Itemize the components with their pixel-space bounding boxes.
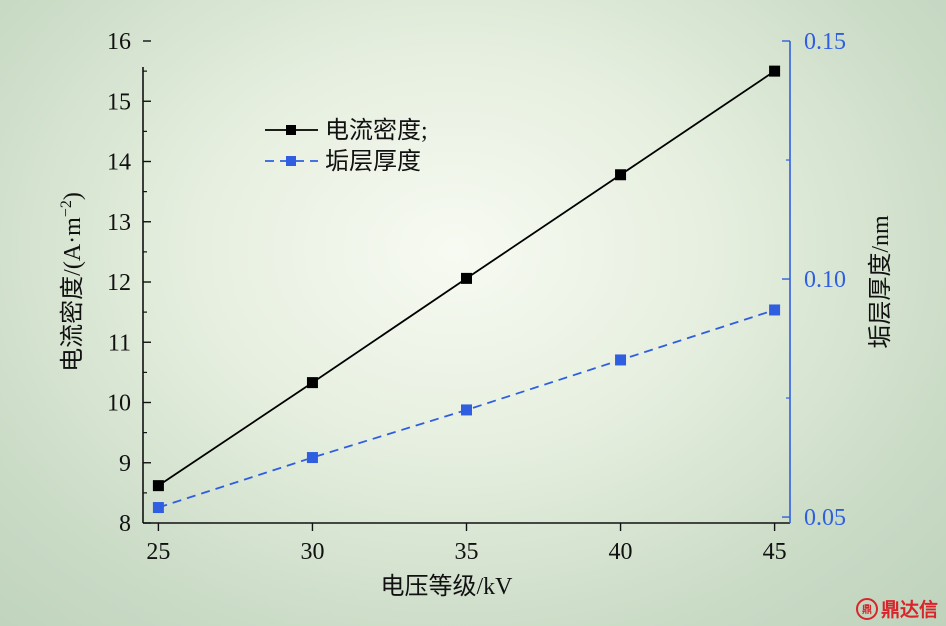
y-tick-label: 11 — [108, 330, 131, 356]
y-tick-label: 10 — [107, 391, 131, 417]
data-point-1 — [306, 452, 318, 464]
x-tick-label: 45 — [763, 539, 787, 565]
x-tick-label: 35 — [455, 539, 479, 565]
data-point-0 — [615, 169, 627, 181]
x-axis-title: 电压等级/kV — [381, 573, 514, 600]
y2-axis-title: 垢层厚度/nm — [867, 215, 894, 349]
legend-label: 垢层厚度 — [325, 148, 421, 175]
data-point-0 — [769, 65, 781, 77]
y-tick-label: 16 — [107, 29, 131, 55]
x-tick-label: 30 — [300, 539, 324, 565]
watermark: 鼎 鼎达信 — [855, 595, 938, 622]
tripod-logo-icon: 鼎 — [855, 597, 878, 620]
watermark-text: 鼎达信 — [880, 599, 938, 621]
y-tick-label: 13 — [107, 210, 131, 236]
y2-tick-label: 0.05 — [804, 505, 846, 531]
x-tick-label: 25 — [146, 539, 170, 565]
y-tick-label: 12 — [107, 270, 131, 296]
data-point-1 — [461, 404, 472, 416]
legend-label: 电流密度; — [325, 117, 428, 144]
legend-swatch-marker — [286, 125, 296, 135]
data-point-0 — [306, 377, 318, 389]
y-tick-label: 15 — [107, 89, 131, 115]
x-tick-label: 40 — [609, 539, 633, 565]
data-point-1 — [769, 304, 781, 316]
y-tick-label: 14 — [107, 150, 131, 176]
legend-swatch-marker — [286, 156, 296, 166]
y-axis-title: 电流密度/(A·m−2) — [58, 192, 86, 372]
y2-tick-label: 0.10 — [804, 267, 846, 293]
data-point-1 — [615, 354, 627, 366]
data-point-0 — [461, 272, 472, 284]
y-tick-label: 8 — [119, 511, 131, 537]
data-point-1 — [152, 502, 164, 514]
y2-tick-label: 0.15 — [804, 29, 846, 55]
y-tick-label: 9 — [119, 451, 131, 477]
data-point-0 — [152, 480, 164, 492]
